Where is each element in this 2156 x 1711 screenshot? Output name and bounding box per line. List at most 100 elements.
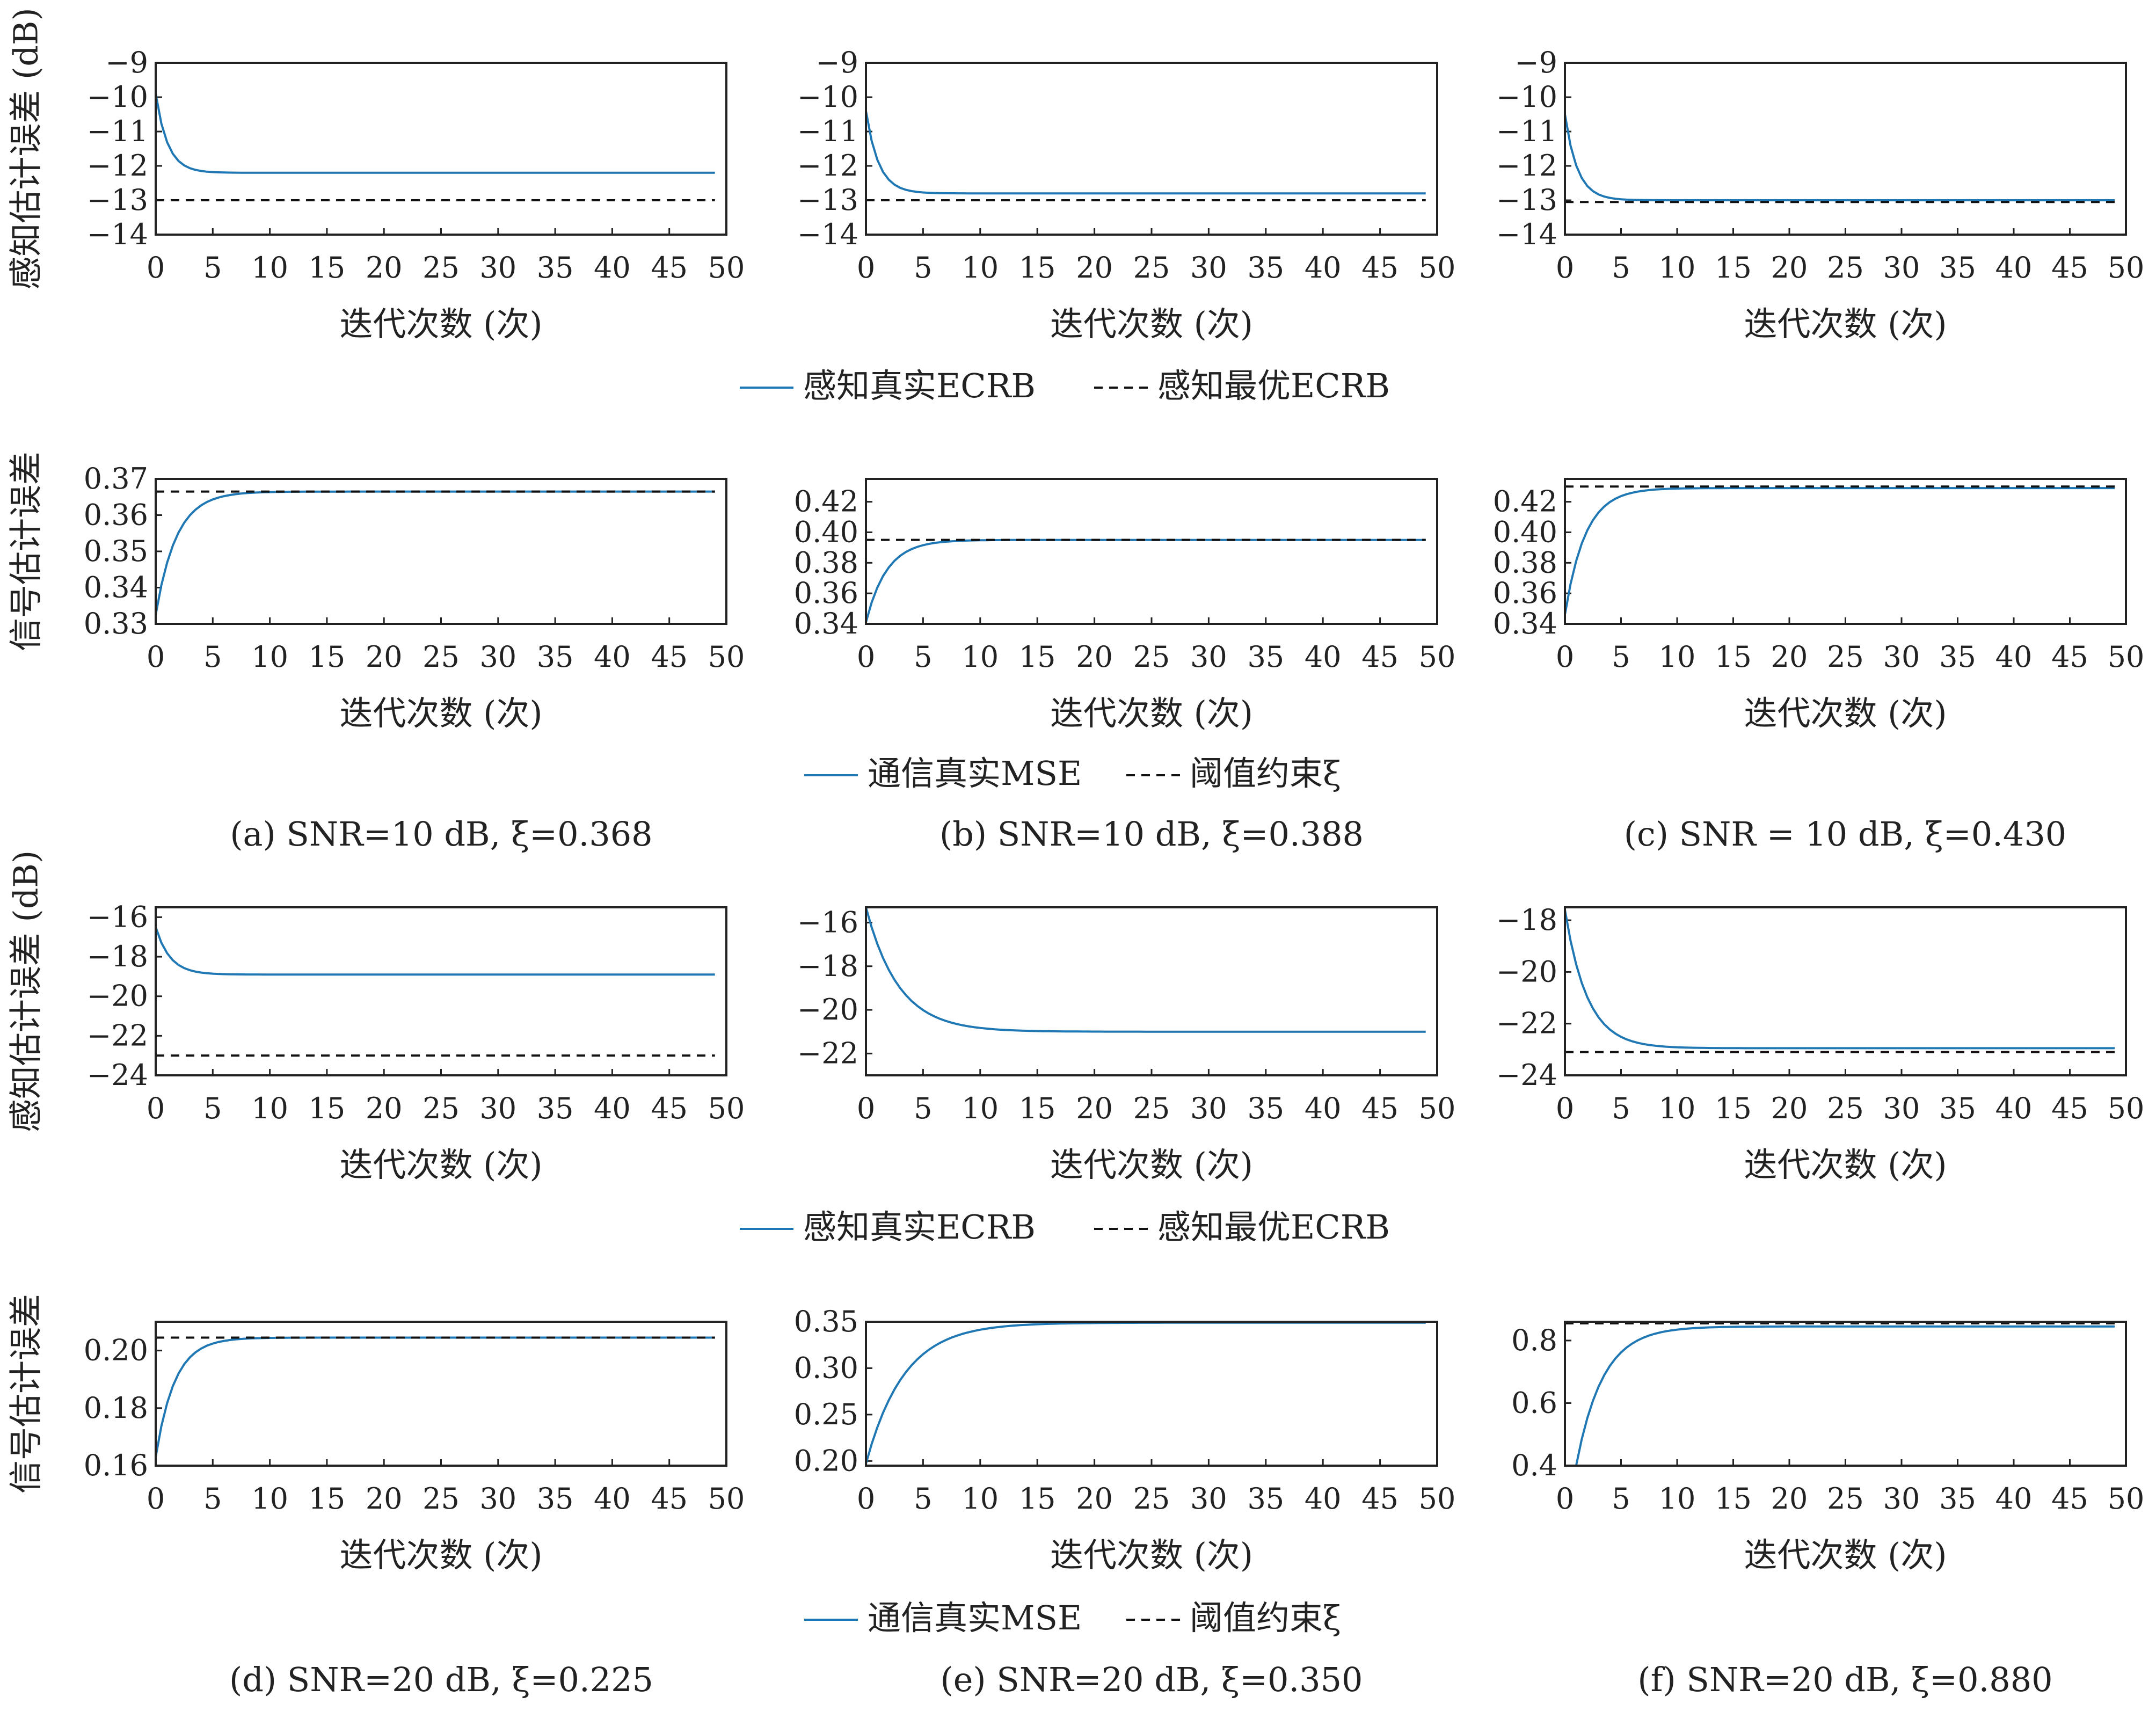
- x-tick-label: 0: [147, 1091, 165, 1125]
- x-tick-label: 10: [1659, 1482, 1696, 1516]
- x-tick-label: 5: [203, 640, 222, 674]
- legend: 通信真实MSE 阈值约束ξ: [804, 754, 1341, 793]
- x-tick-label: 25: [1133, 1482, 1170, 1516]
- chart-panel-c-sensing: 0 5 10 15 20 25 30 35 40 45 50 −9−10−11−12−13−14 迭代次…: [1496, 46, 2144, 344]
- legend-item-label: 通信真实MSE: [868, 1598, 1082, 1637]
- y-tick-label: −12: [1496, 149, 1557, 183]
- x-tick-label: 35: [537, 1482, 574, 1516]
- y-tick-label: −9: [1514, 46, 1557, 79]
- x-tick-label: 15: [1019, 640, 1056, 674]
- x-tick-label: 0: [147, 1482, 165, 1516]
- y-tick-label: 0.40: [794, 515, 858, 549]
- subfigure-caption: (f) SNR=20 dB, ξ=0.880: [1637, 1660, 2052, 1699]
- y-tick-label: −11: [797, 114, 858, 148]
- x-tick-label: 0: [857, 251, 875, 285]
- x-tick-label: 45: [2051, 251, 2088, 285]
- x-tick-label: 40: [1995, 251, 2033, 285]
- y-tick-label: 0.37: [84, 462, 148, 496]
- x-tick-label: 40: [1305, 1482, 1342, 1516]
- chart-panel-b-comm: 0 5 10 15 20 25 30 35 40 45 50 0.420.400.380.360.34…: [794, 478, 1455, 733]
- series-actual-line: [155, 93, 715, 174]
- x-tick-label: 40: [1995, 1482, 2033, 1516]
- x-tick-label: 20: [1771, 1091, 1808, 1125]
- x-tick-label: 35: [1247, 1091, 1284, 1125]
- y-tick-label: −24: [1496, 1058, 1557, 1092]
- plot-frame: [865, 62, 1438, 236]
- x-tick-label: 50: [1419, 1091, 1456, 1125]
- y-tick-label: −13: [1496, 183, 1557, 217]
- x-tick-label: 15: [1715, 640, 1752, 674]
- x-tick-label: 15: [1715, 1482, 1752, 1516]
- x-tick-label: 5: [1612, 1482, 1630, 1516]
- x-tick-label: 45: [2051, 640, 2088, 674]
- y-tick-label: 0.36: [794, 576, 858, 610]
- x-tick-label: 5: [914, 1482, 932, 1516]
- legend-item-label: 感知最优ECRB: [1157, 1207, 1390, 1247]
- y-tick-label: 0.16: [84, 1448, 148, 1482]
- y-tick-label: 0.36: [84, 498, 148, 532]
- x-tick-label: 45: [2051, 1091, 2088, 1125]
- y-tick-label: 0.30: [794, 1351, 858, 1385]
- y-tick-label: −22: [797, 1036, 858, 1070]
- x-tick-label: 45: [1361, 1482, 1399, 1516]
- x-tick-label: 35: [1247, 1482, 1284, 1516]
- x-tick-label: 30: [1190, 251, 1227, 285]
- x-tick-label: 20: [366, 251, 403, 285]
- series-actual-line: [865, 538, 1426, 623]
- y-tick-label: 0.42: [1493, 485, 1557, 519]
- x-tick-label: 30: [1883, 251, 1920, 285]
- x-tick-label: 0: [857, 640, 875, 674]
- series-actual-line: [1575, 1325, 2115, 1466]
- plot-frame: [1564, 906, 2127, 1076]
- x-tick-label: 5: [203, 1091, 222, 1125]
- x-axis-label: 迭代次数 (次): [1050, 1535, 1253, 1575]
- y-tick-label: 0.35: [794, 1305, 858, 1338]
- x-tick-label: 35: [537, 640, 574, 674]
- x-tick-label: 35: [1939, 1482, 1976, 1516]
- x-tick-label: 10: [962, 1482, 999, 1516]
- y-tick-label: −20: [87, 979, 148, 1013]
- x-tick-label: 0: [857, 1091, 875, 1125]
- y-axis-label: 信号估计误差: [6, 1294, 46, 1494]
- subfigure-caption: (d) SNR=20 dB, ξ=0.225: [229, 1660, 653, 1699]
- x-tick-label: 30: [479, 1091, 516, 1125]
- chart-panel-a-sensing: 0 5 10 15 20 25 30 35 40 45 50 −9−10−11−12−13−14 迭代次…: [6, 8, 745, 344]
- plot-frame: [155, 1321, 727, 1467]
- y-tick-label: 0.36: [1493, 576, 1557, 610]
- x-tick-label: 5: [914, 1091, 932, 1125]
- plot-frame: [865, 906, 1438, 1076]
- x-tick-label: 45: [651, 640, 688, 674]
- x-tick-label: 40: [594, 1091, 631, 1125]
- x-tick-label: 50: [1419, 251, 1456, 285]
- x-tick-label: 20: [1076, 1091, 1113, 1125]
- y-tick-label: −14: [797, 217, 858, 251]
- x-tick-label: 35: [1247, 251, 1284, 285]
- y-tick-label: −11: [1496, 114, 1557, 148]
- x-tick-label: 40: [594, 1482, 631, 1516]
- x-tick-label: 25: [1827, 1091, 1864, 1125]
- x-tick-label: 20: [366, 640, 403, 674]
- y-tick-label: 0.40: [1493, 515, 1557, 549]
- y-tick-label: −9: [815, 46, 858, 79]
- x-tick-label: 5: [1612, 251, 1630, 285]
- y-tick-label: −18: [87, 940, 148, 973]
- x-tick-label: 5: [914, 251, 932, 285]
- y-tick-label: −18: [1496, 903, 1557, 937]
- y-tick-label: 0.34: [84, 571, 148, 605]
- y-tick-label: −13: [797, 183, 858, 217]
- x-tick-label: 15: [1715, 251, 1752, 285]
- y-tick-label: −10: [87, 80, 148, 114]
- chart-panel-f-sensing: 0 5 10 15 20 25 30 35 40 45 50 −18 −20 −22 −24 迭代次数 (次): [1496, 903, 2144, 1184]
- x-tick-label: 35: [537, 251, 574, 285]
- y-tick-label: 0.8: [1511, 1323, 1557, 1357]
- x-tick-label: 10: [962, 251, 999, 285]
- x-tick-label: 10: [251, 1482, 288, 1516]
- x-tick-label: 20: [1076, 1482, 1113, 1516]
- plot-frame: [155, 906, 727, 1076]
- legend: 感知真实ECRB 感知最优ECRB: [740, 1207, 1390, 1247]
- y-tick-label: −11: [87, 114, 148, 148]
- x-tick-label: 15: [1019, 1482, 1056, 1516]
- x-tick-label: 15: [1019, 1091, 1056, 1125]
- x-axis-label: 迭代次数 (次): [1050, 1145, 1253, 1184]
